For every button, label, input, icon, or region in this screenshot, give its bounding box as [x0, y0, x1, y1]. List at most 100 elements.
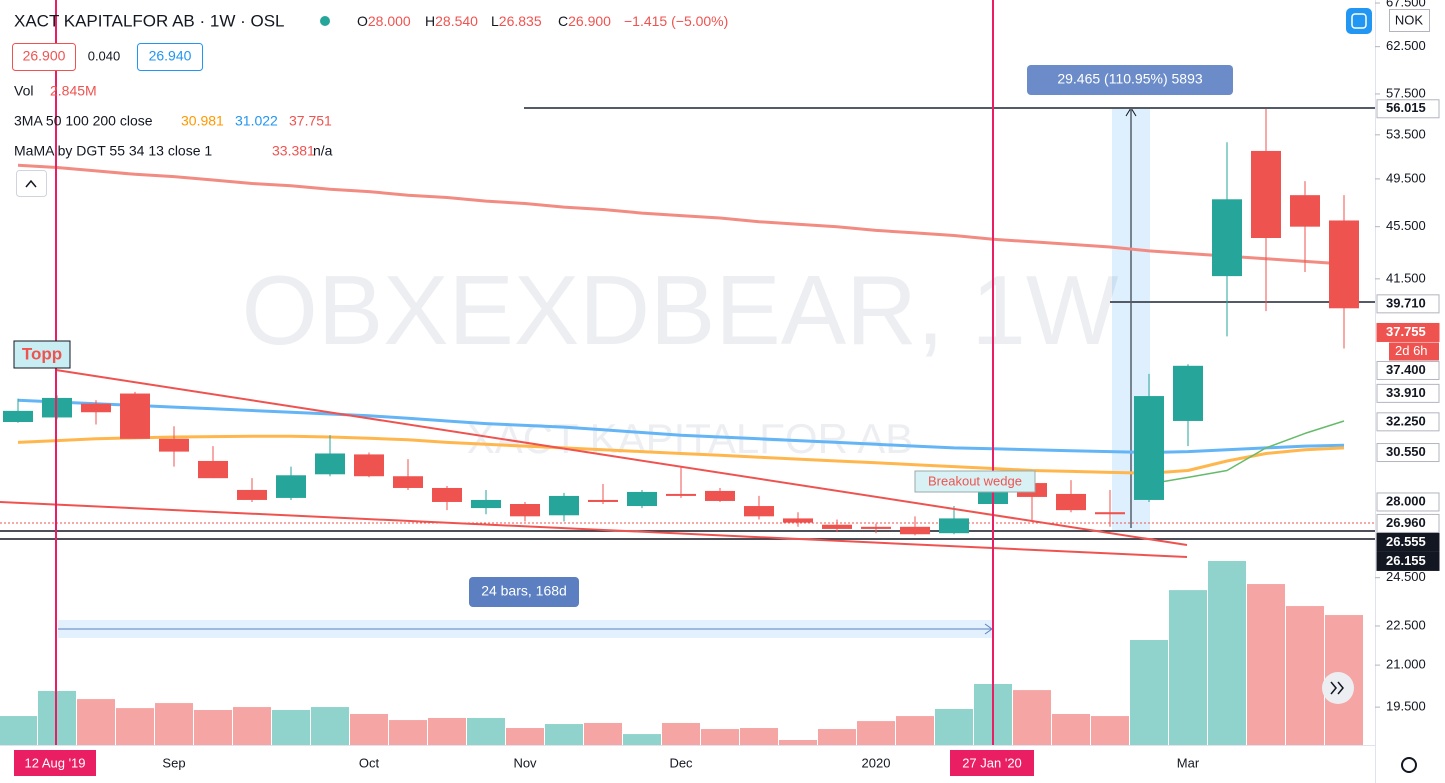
volume-bar	[311, 707, 349, 745]
price-label-box	[1376, 383, 1440, 403]
candle-body	[393, 476, 423, 488]
collapse-button[interactable]	[16, 170, 47, 197]
candle-body	[705, 490, 735, 501]
candle-body	[1056, 493, 1086, 511]
scroll-button[interactable]	[1322, 672, 1354, 704]
time-highlight	[950, 750, 1034, 776]
candle-body	[81, 403, 111, 413]
price-label: 32.250	[1386, 413, 1426, 428]
drawings	[0, 107, 1375, 638]
annotation: Topp	[22, 344, 62, 363]
ohlc-value: 26.900	[568, 13, 611, 29]
annotation-box	[13, 340, 71, 369]
candle-body	[1095, 512, 1125, 515]
candle-body	[510, 504, 540, 517]
x-tick-label: Nov	[513, 755, 537, 770]
x-tick-label: 2020	[862, 755, 891, 770]
price-label: 37.755	[1386, 324, 1426, 339]
spread: 0.040	[88, 48, 121, 63]
y-tick-label: 19.500	[1386, 699, 1426, 714]
y-tick-label: 53.500	[1386, 126, 1426, 141]
annotation-box	[469, 577, 579, 607]
ask-box[interactable]	[137, 43, 203, 71]
volume-bar	[1208, 561, 1246, 745]
annotation-box	[914, 470, 1036, 493]
volume-bar	[1091, 716, 1129, 745]
indicator-line	[17, 163, 1345, 266]
volume-bar	[233, 707, 271, 745]
indicator-line	[1148, 420, 1345, 485]
ohlc-key: L	[491, 13, 499, 29]
y-tick-label: 67.500	[1386, 0, 1426, 9]
ohlc: H28.540	[425, 13, 478, 29]
candle-body	[1212, 199, 1242, 277]
ohlc: C26.900	[558, 13, 611, 29]
candle-body	[861, 526, 891, 529]
scroll-icon	[1330, 681, 1344, 695]
ohlc: L26.835	[491, 13, 542, 29]
volume-bar	[0, 716, 37, 745]
volume-bar	[1286, 606, 1324, 745]
ma-value: 30.981	[181, 113, 224, 129]
candle-body	[783, 518, 813, 523]
annotation: 29.465 (110.95%) 5893	[1057, 71, 1203, 87]
candle-body	[432, 487, 462, 502]
candle-body	[198, 460, 228, 479]
volume-bar	[1130, 640, 1168, 745]
vol-label: Vol	[14, 83, 33, 99]
currency-box[interactable]	[1389, 9, 1430, 32]
axis-layer: Sep Oct Nov Dec 2020 Mar 67.500 62.500 57.500 53.…	[162, 0, 1440, 770]
mama-label: MaMA by DGT 55 34 13 close 1	[14, 143, 212, 159]
volume-bar	[428, 717, 466, 745]
candle-body	[237, 489, 267, 500]
settings-icon[interactable]	[1346, 8, 1372, 34]
ohlc: −1.415 (−5.00%)	[624, 13, 728, 29]
annotation-box	[1027, 65, 1233, 95]
candle-layer	[3, 108, 1359, 536]
volume-bar	[1013, 690, 1051, 745]
x-tick-label: Sep	[162, 755, 185, 770]
price-label: 26.960	[1386, 515, 1426, 530]
volume-bar	[194, 710, 232, 745]
y-tick-label: 21.000	[1386, 657, 1426, 672]
price-label: 26.555	[1386, 534, 1426, 549]
price-label: 33.910	[1386, 385, 1426, 400]
bid-box[interactable]	[12, 43, 76, 71]
mama-value: n/a	[313, 143, 333, 159]
price-label: 26.155	[1386, 553, 1426, 568]
price-label-box	[1376, 412, 1440, 432]
volume-bar	[155, 703, 193, 745]
ohlc-value: 28.000	[368, 13, 411, 29]
volume-bar	[662, 722, 700, 745]
trendlines	[0, 0, 1188, 745]
x-tick-label: 12 Aug '19	[24, 755, 85, 770]
ask: 26.940	[149, 48, 192, 64]
candle-body	[627, 491, 657, 507]
ohlc: O28.000	[357, 13, 411, 29]
ohlc-value: 26.835	[499, 13, 542, 29]
legend: XACT KAPITALFOR AB · 1W · OSL O28.000 H2…	[12, 11, 728, 197]
x-tick-label: Dec	[669, 755, 693, 770]
y-tick-label: 41.500	[1386, 270, 1426, 285]
countdown-box	[1389, 342, 1439, 361]
vol-value: 2.845M	[50, 83, 97, 99]
candle-body	[159, 438, 189, 452]
volume-bar	[116, 708, 154, 745]
price-label-box	[1376, 99, 1440, 119]
y-tick-label: 22.500	[1386, 617, 1426, 632]
candle-body	[666, 493, 696, 496]
gear-icon[interactable]	[1401, 757, 1417, 773]
volume-bar	[77, 699, 115, 745]
candle-body	[276, 475, 306, 498]
candle-body	[900, 526, 930, 535]
currency: NOK	[1395, 12, 1424, 27]
candle-body	[1134, 396, 1164, 500]
price-label: 28.000	[1386, 493, 1426, 508]
collapse-icon	[25, 179, 37, 188]
watermark: OBXEXDBEAR, 1W	[242, 255, 1119, 365]
volume-bar	[584, 722, 622, 745]
indicator-line	[17, 434, 1345, 475]
volume-bar	[779, 739, 817, 745]
